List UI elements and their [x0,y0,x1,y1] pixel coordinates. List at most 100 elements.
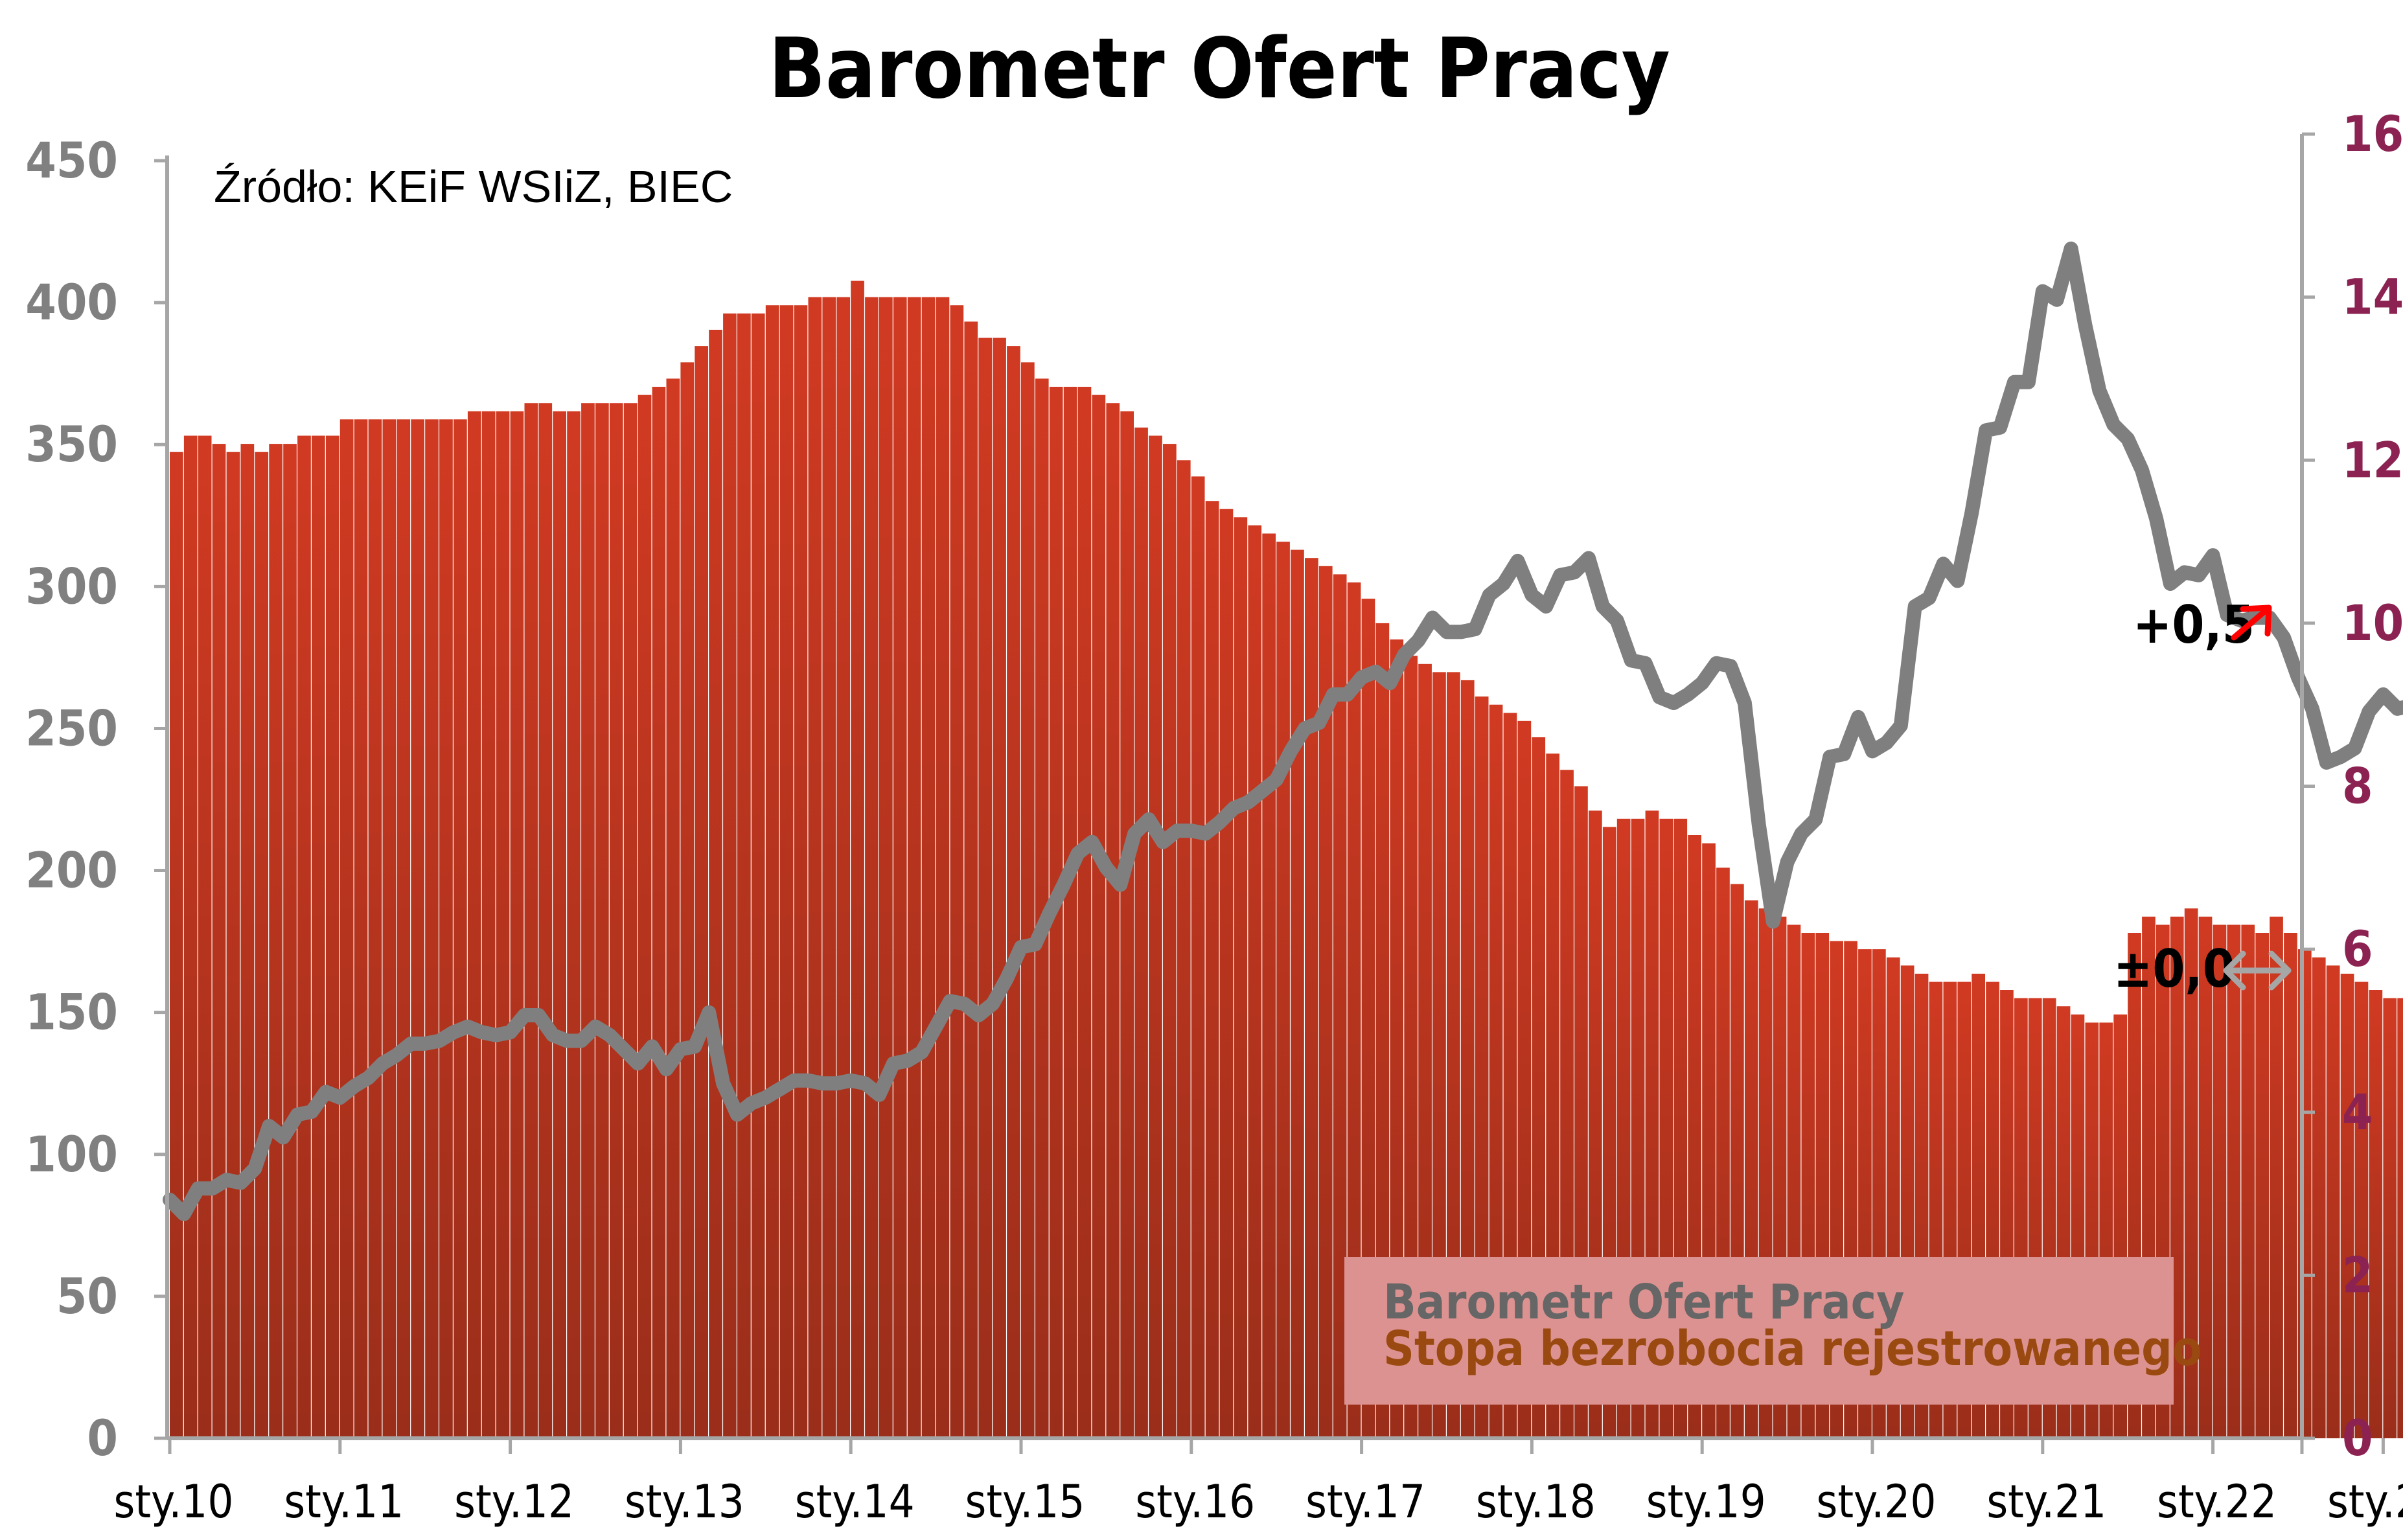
unemployment-bar [2184,908,2198,1438]
arrow-up-right-icon [2231,604,2272,641]
unemployment-bar [595,403,609,1439]
unemployment-bar [581,403,595,1439]
unemployment-bar [921,297,936,1439]
unemployment-bar [368,419,382,1438]
unemployment-bar [978,338,992,1438]
unemployment-bar [2369,990,2383,1438]
unemployment-bar [1475,696,1489,1438]
unemployment-bar [1318,566,1333,1438]
unemployment-bar [1234,517,1248,1438]
unemployment-bar [907,297,921,1439]
unemployment-bar [496,411,510,1438]
unemployment-bar [397,419,411,1438]
left-axis-tick-label: 250 [25,699,118,757]
unemployment-bar [779,305,794,1439]
left-axis-tick-label: 300 [25,557,118,615]
legend-label-unemployment: Stopa bezrobocia rejestrowanego [1383,1321,2202,1377]
unemployment-bar [312,435,325,1438]
unemployment-bar [1191,476,1205,1438]
unemployment-bar [2227,925,2241,1438]
chart-title: Barometr Ofert Pracy [768,21,1670,117]
unemployment-bar [638,395,652,1438]
unemployment-bar [1205,501,1219,1439]
unemployment-bar [339,419,354,1438]
x-axis-tick-label: sty.22 [2157,1475,2277,1528]
unemployment-bar [666,378,680,1438]
unemployment-bar [1035,378,1049,1438]
barometr-line [163,241,2403,1221]
right-axis-tick-label: 8 [2342,757,2373,815]
unemployment-bar [226,452,240,1439]
unemployment-bar [765,305,779,1439]
right-axis-tick-label: 4 [2342,1083,2373,1141]
right-axis-tick-label: 0 [2342,1409,2373,1467]
left-axis-tick-label: 200 [25,842,118,899]
unemployment-bar [737,313,751,1438]
left-axis-tick-label: 150 [25,983,118,1041]
unemployment-bar [964,321,978,1438]
unemployment-bar [454,419,467,1438]
left-axis-tick-label: 350 [25,415,118,473]
unemployment-bar [325,435,339,1438]
unemployment-bar [1347,582,1361,1438]
unemployment-bar [1219,509,1234,1439]
x-axis-tick-label: sty.11 [284,1475,404,1528]
unemployment-bar [524,403,538,1439]
right-axis-tick-label: 6 [2342,920,2373,978]
unemployment-bar [283,444,297,1438]
unemployment-bar [382,419,397,1438]
unemployment-bar [1333,574,1347,1438]
unemployment-bar [609,403,623,1439]
unemployment-bar [439,419,453,1438]
unemployment-bar [950,305,964,1439]
source-label: Źródło: KEiF WSIiZ, BIEC [214,161,733,212]
unemployment-bar [1021,362,1035,1438]
right-axis-tick-label: 14 [2342,268,2403,326]
unemployment-bar [808,297,822,1439]
unemployment-bar [2312,957,2326,1438]
unemployment-bar [879,297,893,1439]
right-axis-tick-label: 12 [2342,431,2403,488]
unemployment-bar [1177,460,1191,1439]
unemployment-bar [723,313,737,1438]
unemployment-bar [652,387,666,1438]
unemployment-bar [1077,387,1092,1438]
unemployment-bar [1460,680,1475,1438]
unemployment-bar [1092,395,1106,1438]
legend: Barometr Ofert Pracy Stopa bezrobocia re… [1344,1257,2202,1405]
unemployment-bar [1291,549,1304,1438]
unemployment-bar [1432,672,1446,1438]
unemployment-bar [893,297,907,1439]
left-axis-tick-label: 100 [25,1125,118,1183]
x-axis-tick-label: sty.18 [1476,1475,1596,1528]
unemployment-bar [2270,916,2283,1438]
unemployment-bar [297,435,311,1438]
unemployment-bar [538,403,553,1439]
unemployment-bar [623,403,638,1439]
unemployment-change-label: ±0,0 [2113,939,2235,999]
unemployment-bar [1447,672,1460,1438]
left-axis-tick-label: 50 [56,1267,118,1325]
unemployment-bar [936,297,950,1439]
unemployment-bar [1106,403,1120,1439]
unemployment-bar [354,419,368,1438]
left-axis-ticks: 0 50 100 150 200 250 300 350 400 450 [25,132,167,1467]
unemployment-bar [481,411,496,1438]
x-axis-tick-label: sty.23 [2327,1475,2403,1528]
right-axis-tick-label: 16 [2342,105,2403,163]
unemployment-bar [1390,639,1404,1438]
unemployment-bar [1134,427,1148,1438]
unemployment-bar [2198,916,2213,1438]
unemployment-bar [1149,435,1162,1438]
unemployment-bar [822,297,836,1439]
x-axis-tick-label: sty.19 [1646,1475,1766,1528]
unemployment-bar [2340,973,2354,1438]
unemployment-bar [425,419,439,1438]
unemployment-bar [1063,387,1077,1438]
unemployment-bar [1418,663,1432,1438]
unemployment-bar [1375,623,1390,1438]
x-axis-tick-label: sty.13 [625,1475,744,1528]
unemployment-bar [751,313,765,1438]
left-axis-tick-label: 400 [25,273,118,331]
unemployment-bar [170,452,183,1439]
